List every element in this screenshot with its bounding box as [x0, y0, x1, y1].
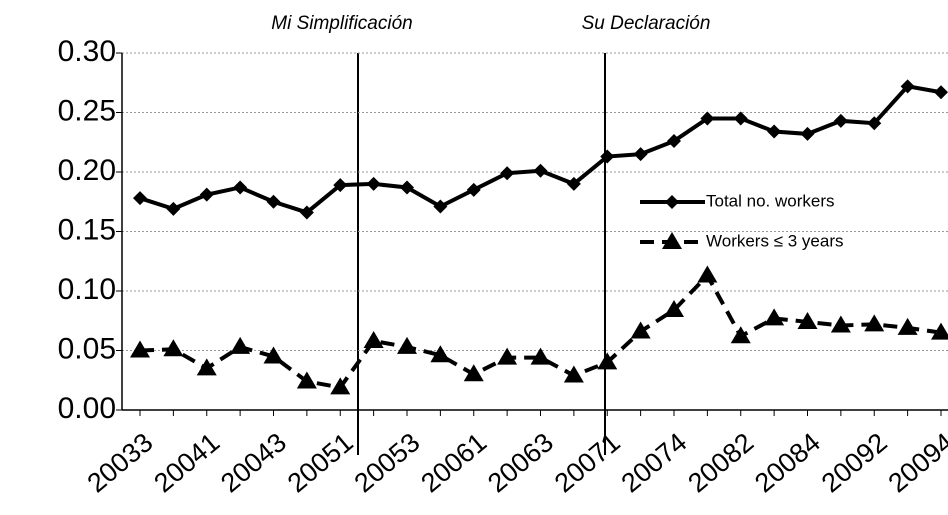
- point: [130, 340, 150, 358]
- point: [230, 336, 251, 354]
- x-tick-label: 20063: [482, 427, 559, 498]
- point: [797, 311, 818, 329]
- point: [299, 205, 314, 220]
- point: [600, 149, 615, 164]
- point: [166, 201, 181, 216]
- point: [563, 365, 584, 383]
- point: [764, 308, 785, 326]
- point: [196, 358, 217, 376]
- point: [934, 85, 948, 100]
- annotation: Su Declaración: [582, 13, 711, 34]
- point: [330, 377, 351, 395]
- series-line: [139, 272, 942, 390]
- y-tick-label: 0.25: [58, 94, 116, 127]
- point: [633, 147, 648, 162]
- point: [630, 321, 651, 339]
- x-tick-label: 20061: [415, 427, 492, 498]
- point: [366, 176, 381, 191]
- point: [363, 330, 384, 348]
- y-tick-label: 0.30: [58, 35, 116, 68]
- point: [463, 364, 484, 382]
- point: [433, 199, 448, 214]
- x-tick-label: 20094: [883, 427, 948, 498]
- point: [497, 347, 518, 365]
- point: [466, 182, 481, 197]
- x-tick-label: 20033: [82, 427, 159, 498]
- point: [397, 336, 417, 354]
- point: [931, 322, 948, 340]
- point: [199, 187, 214, 202]
- legend-label: Workers ≤ 3 years: [706, 231, 844, 250]
- point: [665, 195, 679, 209]
- x-tick-label: 20041: [148, 427, 225, 498]
- y-tick-label: 0.10: [58, 273, 116, 306]
- point: [864, 314, 885, 332]
- legend-label: Total no. workers: [706, 191, 835, 210]
- point: [667, 134, 681, 149]
- x-tick-label: 20071: [549, 427, 626, 498]
- point: [833, 113, 848, 128]
- point: [697, 265, 718, 283]
- point: [830, 315, 851, 333]
- point: [566, 176, 581, 191]
- point: [733, 111, 748, 126]
- point: [430, 345, 451, 363]
- point: [597, 352, 618, 370]
- point: [333, 178, 348, 193]
- point: [800, 126, 815, 141]
- y-tick-label: 0.00: [58, 392, 116, 425]
- point: [263, 346, 284, 364]
- point: [700, 111, 715, 126]
- x-tick-label: 20082: [682, 427, 759, 498]
- x-tick-label: 20043: [215, 427, 292, 498]
- point: [664, 300, 684, 318]
- point: [662, 232, 682, 249]
- point: [530, 347, 551, 365]
- point: [163, 339, 184, 357]
- series: [133, 79, 948, 220]
- point: [533, 163, 548, 178]
- series: [130, 265, 948, 395]
- point: [867, 116, 882, 131]
- point: [400, 180, 414, 195]
- x-tick-label: 20051: [282, 427, 359, 498]
- y-tick-label: 0.15: [58, 213, 116, 246]
- x-tick-label: 20074: [616, 427, 693, 498]
- x-tick-label: 20053: [349, 427, 426, 498]
- point: [900, 79, 915, 94]
- y-tick-label: 0.20: [58, 154, 116, 187]
- x-tick-label: 20084: [749, 427, 826, 498]
- point: [730, 326, 751, 344]
- point: [133, 191, 147, 206]
- point: [500, 166, 515, 181]
- point: [897, 317, 918, 335]
- point: [767, 124, 782, 139]
- point: [296, 371, 317, 389]
- point: [233, 180, 248, 195]
- annotation: Mi Simplificación: [271, 13, 412, 34]
- x-tick-label: 20092: [816, 427, 893, 498]
- y-tick-label: 0.05: [58, 332, 116, 365]
- point: [266, 194, 281, 209]
